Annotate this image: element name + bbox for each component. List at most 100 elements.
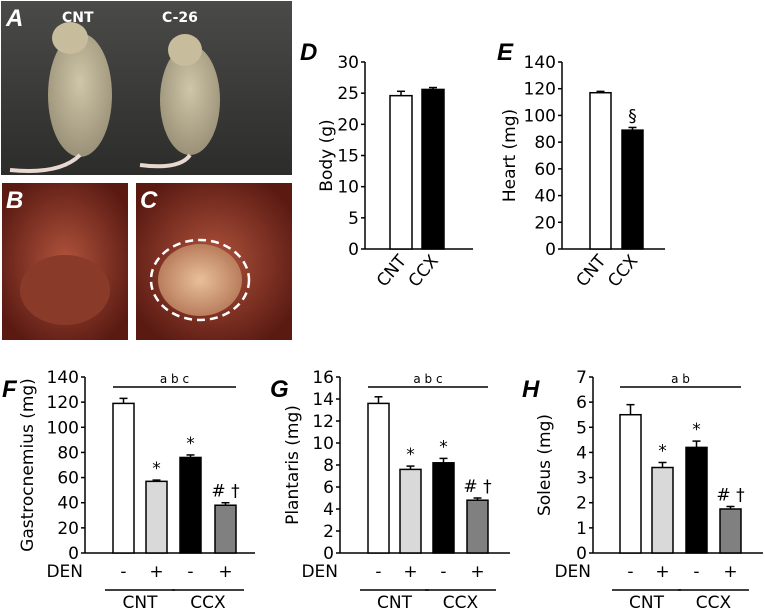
- panel-label: H: [522, 376, 540, 403]
- y-tick-label: 12: [312, 412, 334, 432]
- y-tick-label: 20: [337, 115, 359, 135]
- bar: [421, 88, 445, 250]
- panel-label-b: B: [6, 187, 23, 214]
- significance-marker: # †: [716, 485, 745, 505]
- y-tick-label: 20: [534, 213, 556, 233]
- y-tick-label: 2: [576, 494, 587, 514]
- group-label: CNT: [629, 593, 665, 612]
- y-tick-label: 80: [534, 133, 556, 153]
- bar: [389, 94, 413, 250]
- den-sign: -: [187, 562, 193, 582]
- den-sign: +: [655, 562, 669, 582]
- bar: [399, 468, 422, 554]
- x-tick-label: CNT: [573, 251, 611, 291]
- y-axis-label: Plantaris (mg): [283, 405, 303, 525]
- den-sign: +: [723, 562, 737, 582]
- significance-marker: *: [186, 434, 195, 454]
- den-label: DEN: [554, 562, 591, 582]
- y-tick-label: 7: [576, 368, 587, 388]
- y-tick-label: 60: [534, 160, 556, 180]
- significance-marker: §: [628, 106, 637, 126]
- y-tick-label: 5: [576, 418, 587, 438]
- y-tick-label: 40: [57, 494, 79, 514]
- den-label: DEN: [301, 562, 338, 582]
- y-tick-label: 25: [337, 84, 359, 104]
- mouse-c26: [160, 45, 220, 155]
- y-tick-label: 100: [47, 418, 79, 438]
- significance-marker: # †: [211, 482, 240, 502]
- significance-letters: a b c: [413, 372, 442, 386]
- group-label: CCX: [696, 593, 732, 612]
- y-tick-label: 30: [337, 53, 359, 73]
- significance-marker: *: [439, 437, 448, 457]
- significance-marker: *: [406, 445, 415, 465]
- den-sign: -: [375, 562, 381, 582]
- x-tick-label: CCX: [405, 251, 443, 291]
- bar: [651, 466, 674, 554]
- y-tick-label: 5: [348, 209, 359, 229]
- bar: [145, 480, 168, 554]
- y-tick-label: 14: [312, 390, 334, 410]
- mouse-cnt: [48, 33, 112, 157]
- x-tick-label: CNT: [373, 251, 411, 291]
- group-label: CCX: [190, 593, 226, 612]
- bar: [179, 456, 202, 554]
- bar: [589, 91, 612, 250]
- y-tick-label: 140: [524, 53, 556, 73]
- bar: [619, 413, 642, 554]
- significance-letters: a b c: [160, 372, 189, 386]
- bar: [367, 402, 390, 554]
- y-tick-label: 140: [47, 368, 79, 388]
- bar: [112, 402, 135, 554]
- panel-label: G: [270, 376, 289, 403]
- significance-letters: a b: [671, 372, 690, 386]
- y-axis-label: Soleus (mg): [535, 414, 555, 516]
- y-tick-label: 60: [57, 469, 79, 489]
- panel-label-c: C: [140, 187, 158, 214]
- y-tick-label: 2: [323, 522, 334, 542]
- photo-c-abdomen-ccx: C: [136, 183, 292, 340]
- y-axis-label: Gastrocnemius (mg): [18, 378, 38, 552]
- bar: [685, 446, 708, 554]
- y-tick-label: 120: [524, 80, 556, 100]
- significance-marker: # †: [463, 477, 492, 497]
- group-label: CNT: [123, 593, 159, 612]
- panel-label: D: [300, 39, 317, 66]
- y-tick-label: 3: [576, 469, 587, 489]
- chart-f: F 0 20 40 60 80 100 120 140 Gastrocnemius (mg) * * #…: [2, 368, 255, 612]
- y-tick-label: 10: [337, 178, 359, 198]
- y-tick-label: 20: [57, 519, 79, 539]
- group-label: CCX: [443, 593, 479, 612]
- y-tick-label: 10: [312, 434, 334, 454]
- den-sign: -: [120, 562, 126, 582]
- y-tick-label: 4: [576, 443, 587, 463]
- y-axis-label: Heart (mg): [500, 109, 520, 202]
- y-tick-label: 0: [545, 240, 556, 260]
- y-tick-label: 15: [337, 147, 359, 167]
- y-axis-label: Body (g): [317, 119, 337, 191]
- y-tick-label: 120: [47, 393, 79, 413]
- bar: [719, 508, 742, 554]
- den-sign: +: [149, 562, 163, 582]
- significance-marker: *: [658, 441, 667, 461]
- den-sign: +: [218, 562, 232, 582]
- y-tick-label: 6: [576, 393, 587, 413]
- tumor-outline: [149, 238, 251, 322]
- y-tick-label: 0: [348, 240, 359, 260]
- y-tick-label: 0: [323, 544, 334, 564]
- den-sign: -: [440, 562, 446, 582]
- den-sign: -: [627, 562, 633, 582]
- y-tick-label: 40: [534, 187, 556, 207]
- significance-marker: *: [152, 459, 161, 479]
- bar: [621, 129, 644, 250]
- y-tick-label: 80: [57, 443, 79, 463]
- photo-label-c26: C-26: [162, 10, 198, 26]
- y-tick-label: 6: [323, 478, 334, 498]
- photo-a-mice: A CNT C-26: [1, 1, 292, 175]
- panel-label-a: A: [5, 5, 23, 32]
- y-tick-label: 8: [323, 456, 334, 476]
- den-label: DEN: [46, 562, 83, 582]
